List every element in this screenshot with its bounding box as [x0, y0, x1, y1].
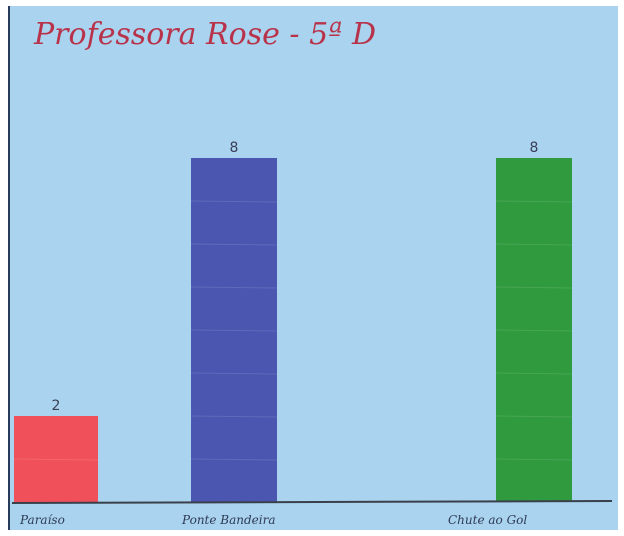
category-label-2: Ponte Bandeira	[181, 513, 276, 527]
value-labels-group: 2 8 8	[52, 140, 539, 414]
bar-1-seam	[13, 458, 99, 461]
bar-2-seam	[190, 200, 278, 203]
bar-2-seam	[190, 286, 278, 289]
bar-1	[14, 416, 98, 502]
category-label-3: Chute ao Gol	[448, 513, 527, 527]
chart-title: Professora Rose - 5ª D	[33, 17, 376, 52]
x-axis-baseline	[11, 500, 613, 504]
bar-3-seam	[495, 329, 573, 332]
category-labels-group: Paraíso Ponte Bandeira Chute ao Gol	[19, 513, 527, 527]
bar-3-seam	[495, 372, 573, 375]
bar-2-seam	[190, 372, 278, 375]
bar-2-seam	[190, 243, 278, 246]
bar-3-seam	[495, 286, 573, 289]
bar-3-seam	[495, 243, 573, 246]
bar-2	[191, 158, 277, 502]
bars-group	[13, 158, 573, 502]
bar-2-seam	[190, 458, 278, 461]
bar-3-seam	[495, 415, 573, 418]
bar-3-value-label: 8	[530, 140, 539, 156]
bar-1-value-label: 2	[52, 398, 61, 414]
bar-2-seam	[190, 329, 278, 332]
bar-2-seam	[190, 415, 278, 418]
bar-2-value-label: 8	[230, 140, 239, 156]
bar-3-seam	[495, 458, 573, 461]
category-label-1: Paraíso	[19, 513, 65, 527]
bar-3-seam	[495, 200, 573, 203]
bar-3	[496, 158, 572, 502]
